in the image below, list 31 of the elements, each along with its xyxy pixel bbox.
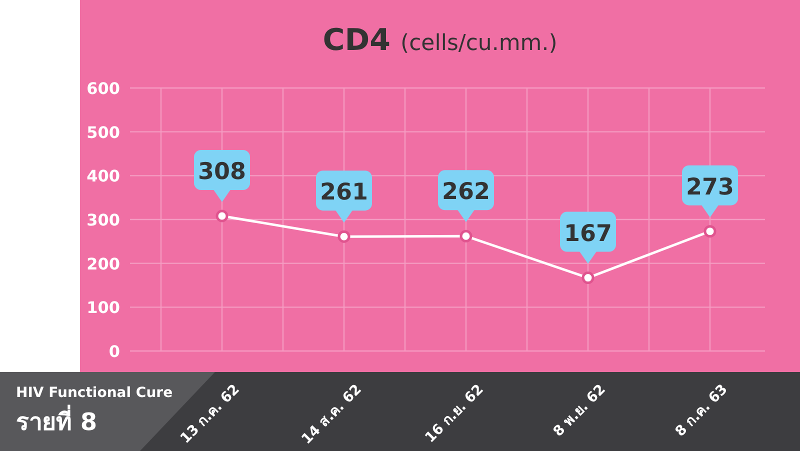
point: [216, 210, 228, 222]
x-tick-label: 14 ส.ค. 62: [298, 382, 365, 448]
y-tick-label: 400: [86, 166, 120, 186]
text: HIV Functional Cure: [16, 385, 173, 401]
data-label: 273: [686, 174, 734, 200]
label: 273: [682, 165, 738, 218]
chart-subtitle: (cells/cu.mm.): [400, 31, 558, 56]
x-tick-label: 8 ก.ค. 63: [672, 382, 731, 440]
data-label: 167: [564, 220, 612, 247]
chart-title: CD4: [322, 23, 390, 58]
label: 262: [438, 170, 494, 222]
y-tick-label: 200: [86, 254, 120, 274]
data-label: 261: [320, 180, 368, 206]
label: 261: [316, 170, 372, 223]
data-label: 262: [442, 179, 490, 206]
point: [338, 230, 350, 243]
point: [460, 230, 472, 242]
x-tick-label: 8 พ.ย. 62: [550, 382, 609, 440]
label: 167: [560, 212, 616, 264]
y-tick-label: 500: [86, 122, 120, 142]
y-tick-label: 300: [86, 210, 120, 230]
y-tick-label: 0: [108, 342, 120, 361]
label: 308: [194, 150, 250, 202]
point: [582, 272, 594, 284]
data-label: 308: [198, 158, 246, 185]
y-tick-label: 100: [86, 298, 120, 318]
x-tick-label: 16 ก.ย. 62: [422, 382, 487, 446]
x-tick-label: 13 ก.ค. 62: [178, 382, 243, 447]
text: รายที่ 8: [16, 404, 98, 436]
point: [704, 225, 716, 238]
y-tick-label: 600: [86, 79, 120, 98]
